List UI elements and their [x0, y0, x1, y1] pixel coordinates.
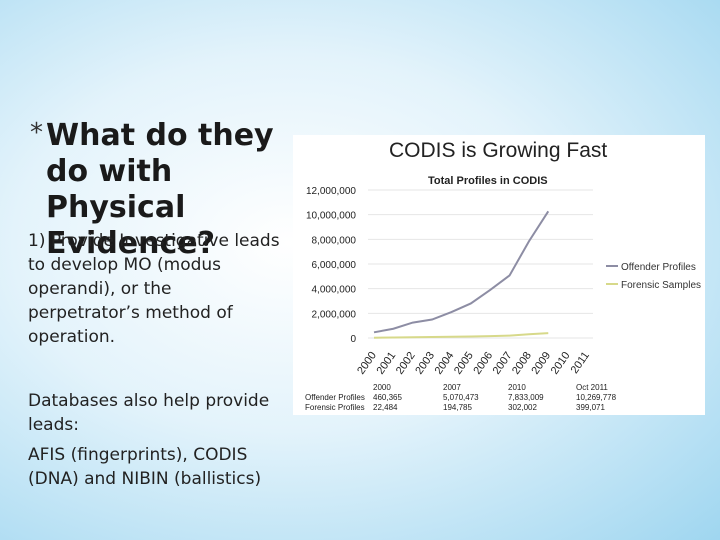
x-tick-label: 2005 [452, 350, 476, 377]
data-table: 2000 2007 2010 Oct 2011 Offender Profiles 460… [305, 383, 617, 412]
slide-title: What do they do with Physical Evidence? [30, 118, 286, 262]
x-tick-label: 2009 [529, 350, 553, 377]
x-tick-label: 2010 [549, 350, 573, 377]
table-row-label: Offender Profiles [305, 393, 365, 402]
table-cell: 7,833,009 [508, 393, 544, 402]
chart-grid [368, 189, 593, 339]
paragraph-databases: Databases also help provide leads: [28, 391, 270, 435]
y-tick-label: 4,000,000 [312, 285, 357, 296]
codis-chart: CODIS is Growing Fast Total Profiles in … [305, 139, 701, 412]
legend-label: Forensic Samples [621, 280, 701, 291]
y-tick-label: 8,000,000 [312, 235, 357, 246]
y-tick-label: 0 [350, 334, 356, 345]
table-row-label: Forensic Profiles [305, 403, 365, 412]
x-tick-label: 2008 [510, 350, 534, 377]
table-header: 2007 [443, 383, 461, 392]
chart-title: Total Profiles in CODIS [428, 175, 548, 187]
y-tick-label: 10,000,000 [306, 211, 356, 222]
x-axis-ticks: 2000200120022003200420052006200720082009… [355, 350, 592, 377]
x-tick-label: 2011 [569, 350, 592, 376]
table-cell: 460,365 [373, 393, 402, 402]
table-cell: 10,269,778 [576, 393, 617, 402]
table-header: 2010 [508, 383, 526, 392]
table-header: Oct 2011 [576, 383, 608, 392]
table-cell: 399,071 [576, 403, 605, 412]
asterisk-icon: * [30, 118, 43, 148]
x-tick-label: 2006 [471, 350, 495, 377]
chart-series [373, 210, 550, 339]
y-tick-label: 12,000,000 [306, 186, 356, 197]
legend-label: Offender Profiles [621, 262, 696, 273]
x-tick-label: 2003 [413, 350, 437, 377]
x-tick-label: 2000 [355, 350, 379, 377]
series-line-forensic-samples [373, 332, 549, 339]
y-axis-ticks: 12,000,000 10,000,000 8,000,000 6,000,000 4,… [306, 186, 357, 345]
chart-legend: Offender Profiles Forensic Samples [606, 262, 701, 291]
y-tick-label: 6,000,000 [312, 260, 357, 271]
slide-title-text: What do they do with Physical Evidence? [46, 118, 274, 261]
x-tick-label: 2002 [394, 350, 418, 377]
table-cell: 22,484 [373, 403, 398, 412]
table-header: 2000 [373, 383, 391, 392]
x-tick-label: 2001 [375, 350, 399, 377]
table-cell: 302,002 [508, 403, 537, 412]
series-line-offender-profiles [373, 210, 550, 334]
y-tick-label: 2,000,000 [312, 309, 357, 320]
codis-chart-panel: CODIS is Growing Fast Total Profiles in … [293, 135, 705, 415]
table-cell: 194,785 [443, 403, 472, 412]
paragraph-database-list: AFIS (fingerprints), CODIS (DNA) and NIB… [28, 445, 262, 489]
table-cell: 5,070,473 [443, 393, 479, 402]
chart-header: CODIS is Growing Fast [389, 139, 607, 162]
paragraph-investigative-leads: 1) Provide Investigative leads to develo… [28, 231, 280, 347]
x-tick-label: 2007 [491, 350, 515, 377]
x-tick-label: 2004 [433, 350, 457, 377]
